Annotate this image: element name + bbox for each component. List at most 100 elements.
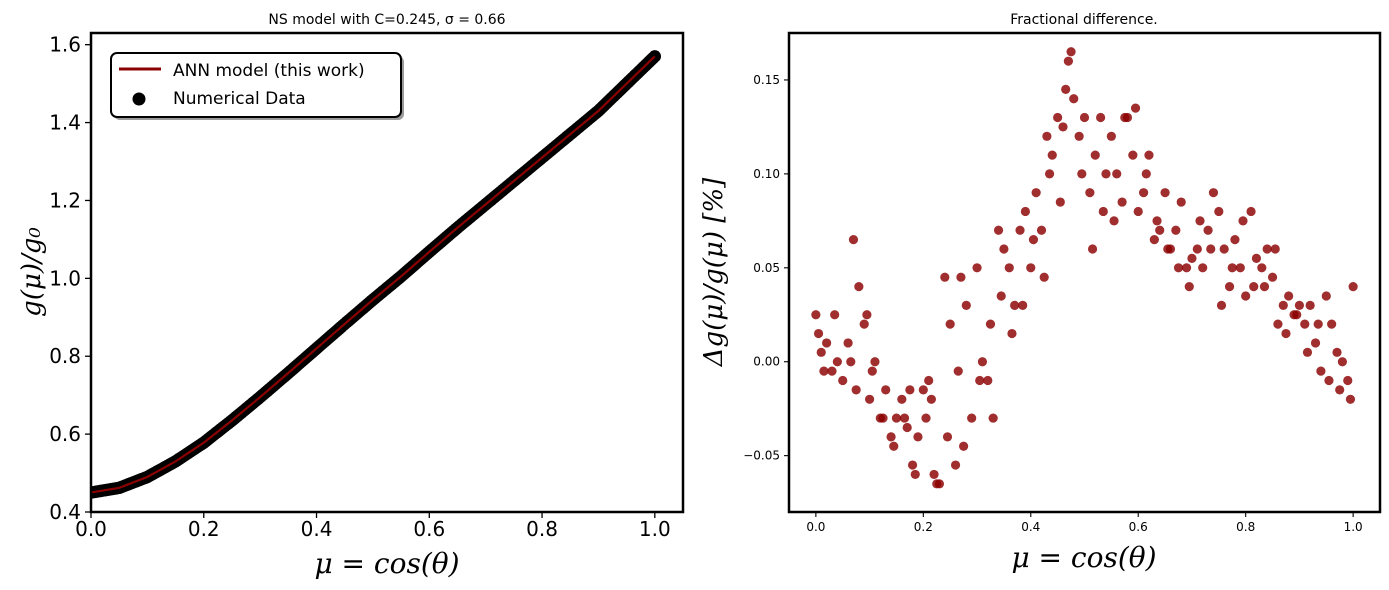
fractional-difference-point [1327,319,1337,329]
fractional-difference-point [1077,169,1087,179]
fractional-difference-point [1305,300,1315,310]
fractional-difference-point [1224,281,1235,292]
legend-item-numerical-data: Numerical Data [173,89,306,109]
fractional-difference-point [867,366,877,376]
fractional-difference-point [1128,150,1138,160]
fractional-difference-point [999,244,1009,254]
fractional-difference-point [1096,112,1106,123]
fractional-difference-point [827,366,837,376]
fractional-difference-point [832,357,842,367]
fractional-difference-point [913,432,923,442]
fractional-difference-point [1292,310,1302,320]
fractional-difference-point [1219,244,1229,254]
fractional-difference-point [907,460,918,470]
fractional-difference-point [1238,216,1248,226]
fractional-difference-point [1141,169,1151,179]
fractional-difference-point [1249,281,1259,292]
right-y-tick-label: 0.10 [753,167,780,181]
legend: ANN model (this work) Numerical Data [110,52,404,120]
legend-box [110,52,402,118]
fractional-difference-point [1273,319,1283,329]
fractional-difference-point [1004,263,1014,273]
fractional-difference-point [1063,56,1073,66]
fractional-difference-point [956,272,966,282]
fractional-difference-point [811,310,821,320]
right-axis-ticks: 0.0 0.2 0.4 0.6 0.8 1.0 −0.05 0.00 0.05 0.10 0.15 [743,73,1362,534]
fractional-difference-point [1130,103,1141,113]
fractional-difference-point [897,394,907,404]
fractional-difference-point [1079,112,1090,123]
fractional-difference-point [1187,253,1197,264]
legend-dot-swatch [132,92,146,106]
fractional-difference-point [975,375,985,386]
fractional-difference-point [1267,272,1278,282]
fractional-difference-point [822,338,832,348]
fractional-difference-point [843,338,853,348]
fractional-difference-point [959,441,969,451]
right-y-tick-label: 0.15 [753,73,780,87]
left-x-tick-label: 0.4 [301,517,333,541]
fractional-difference-point [1316,366,1326,376]
fractional-difference-point [1090,150,1100,160]
right-x-tick-label: 0.8 [1236,520,1255,534]
fractional-difference-point [921,413,931,423]
left-x-tick-label: 0.8 [526,517,558,541]
fractional-difference-point [1163,244,1173,254]
fractional-difference-point [886,432,896,442]
left-x-axis-label: μ = cos(θ) [314,547,459,580]
left-y-tick-label: 1.2 [49,188,81,212]
fractional-difference-point [1044,169,1055,179]
fractional-difference-point [851,385,861,395]
fractional-difference-point [996,291,1006,301]
fractional-difference-point [929,469,939,480]
fractional-difference-point [1214,206,1224,217]
fractional-difference-point [905,385,915,395]
fractional-difference-point [1294,300,1305,310]
left-chart: NS model with C=0.245, σ = 0.66 0.0 0.2 0.… [17,12,685,580]
fractional-difference-point [1026,263,1036,273]
ann-model-line [91,55,656,494]
fractional-difference-point [961,300,971,310]
fractional-difference-point [1300,319,1310,329]
fractional-difference-point [1324,375,1334,386]
fractional-difference-point [1192,244,1202,254]
fractional-difference-point [902,422,912,433]
legend-item-ann-model: ANN model (this work) [173,61,365,81]
left-y-tick-label: 1.6 [49,33,81,57]
right-x-tick-label: 0.6 [1129,520,1148,534]
right-y-tick-label: 0.05 [753,261,780,275]
fractional-difference-point [819,366,829,376]
fractional-difference-point [1018,300,1028,310]
fractional-difference-point [932,479,942,489]
fractional-difference-point [1302,347,1313,357]
fractional-difference-point [1066,47,1076,57]
fractional-difference-point [891,413,902,423]
fractional-difference-point [988,413,998,423]
fractional-difference-point [1251,253,1262,264]
fractional-difference-point [1284,291,1294,301]
fractional-difference-point [1039,272,1049,282]
fractional-difference-point [953,366,963,376]
fractional-difference-point [1208,188,1219,198]
fractional-difference-point [1149,235,1159,245]
fractional-difference-point [816,347,826,357]
fractional-difference-point [1020,206,1030,217]
fractional-difference-point [1061,84,1071,94]
fractional-difference-point [1028,235,1039,245]
right-x-tick-label: 0.2 [914,520,933,534]
fractional-difference-point [889,441,899,451]
left-y-tick-label: 0.4 [49,500,81,524]
fractional-difference-point [1270,244,1280,254]
right-chart: Fractional difference. 0.0 0.2 0.4 0.6 0.8 1.… [699,12,1382,574]
fractional-difference-point [1313,319,1323,329]
fractional-difference-point [972,263,982,273]
fractional-difference-point [926,394,936,404]
fractional-difference-point [878,413,888,423]
fractional-difference-point [1173,263,1184,273]
fractional-difference-point [881,385,891,395]
fractional-difference-point [1216,300,1227,310]
fractional-difference-point [1278,300,1288,310]
fractional-difference-point [1109,216,1119,226]
fractional-difference-point [1101,169,1111,179]
